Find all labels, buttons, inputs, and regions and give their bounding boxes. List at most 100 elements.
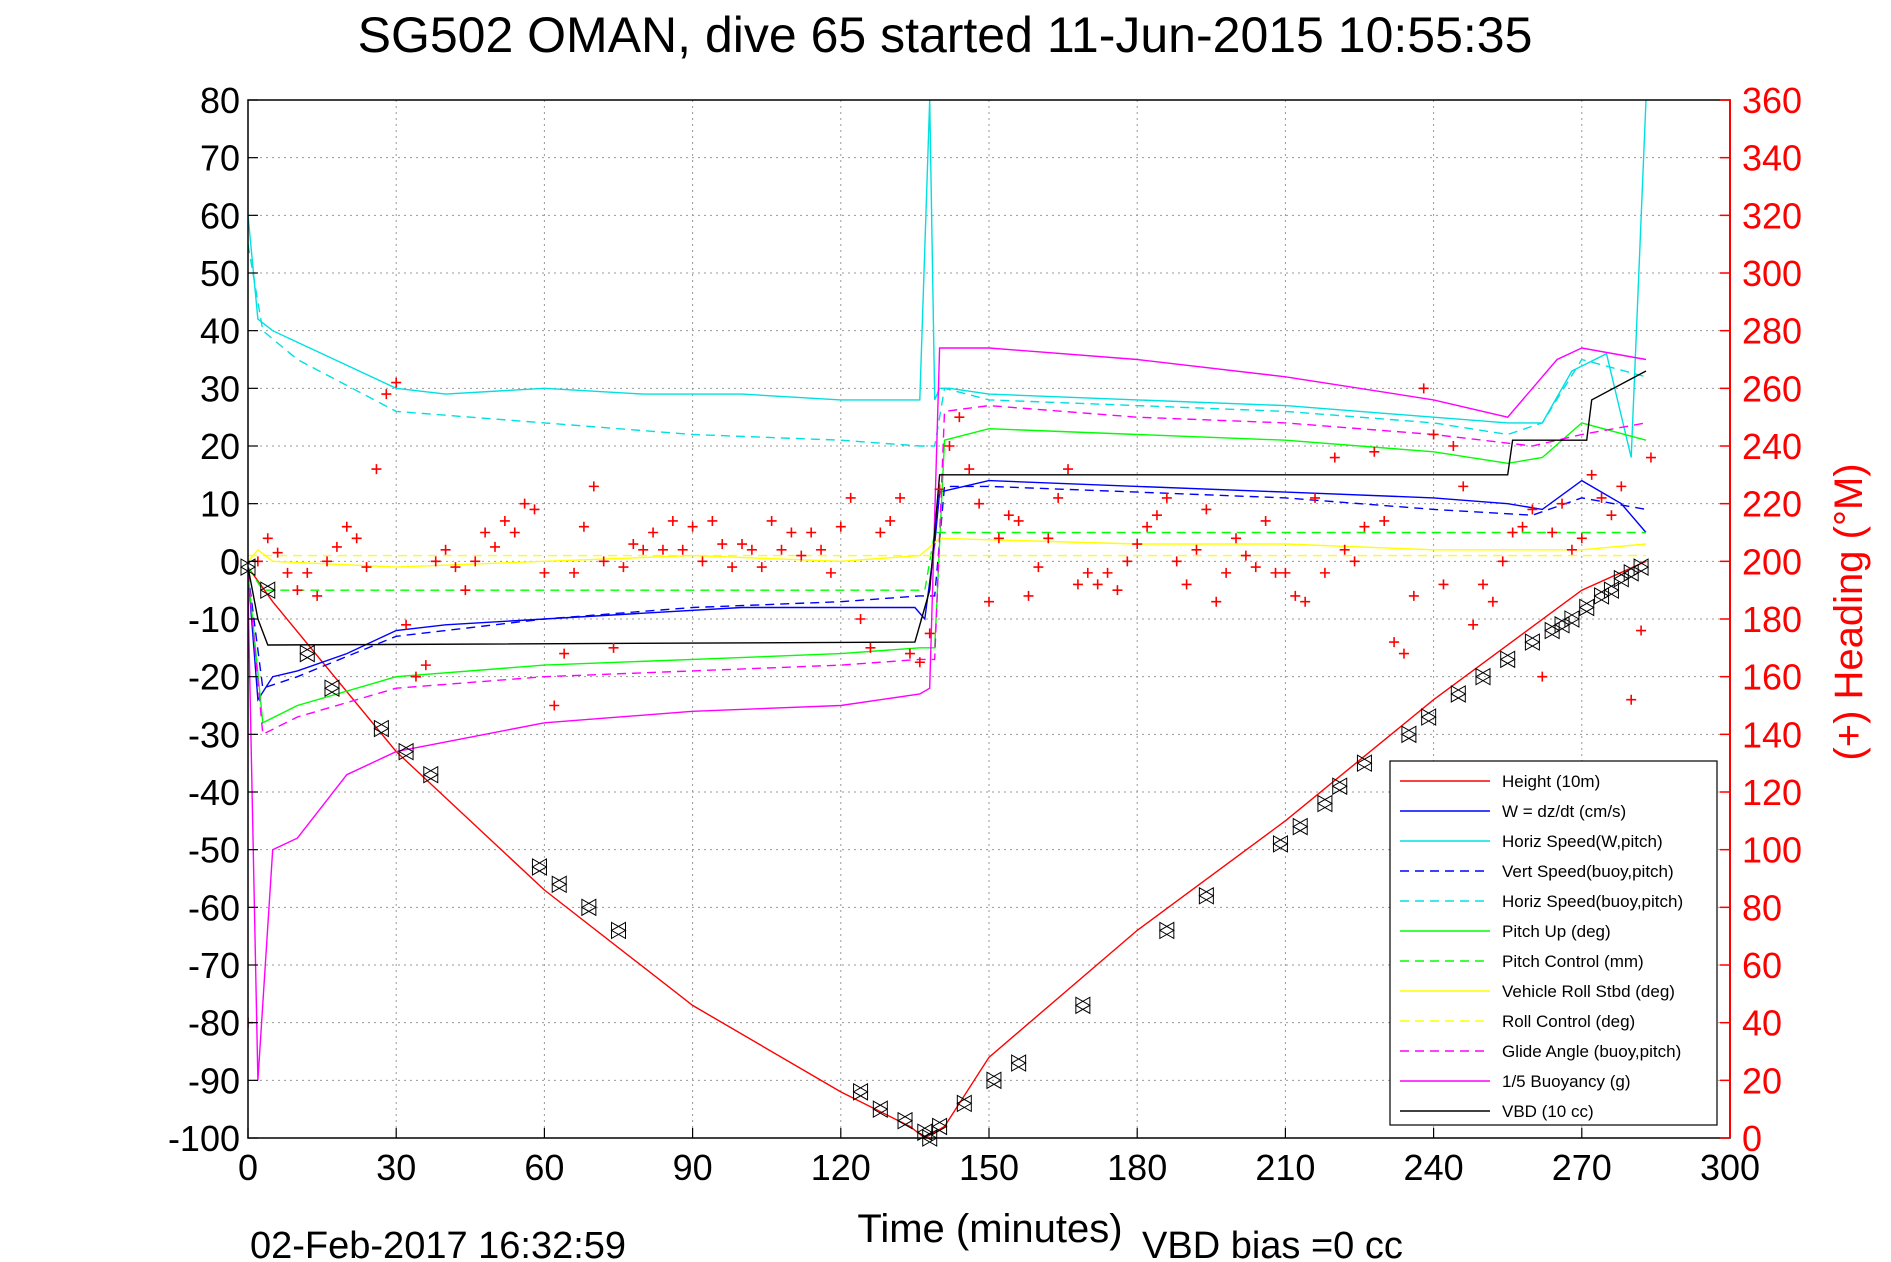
- legend-label: 1/5 Buoyancy (g): [1502, 1072, 1631, 1091]
- depth-marker: [1074, 996, 1091, 1015]
- heading-point: [1072, 579, 1083, 590]
- heading-point: [618, 562, 629, 573]
- legend-label: Horiz Speed(buoy,pitch): [1502, 892, 1683, 911]
- heading-point: [638, 544, 649, 555]
- heading-point: [766, 515, 777, 526]
- series-line-5: [248, 422, 1647, 724]
- heading-point: [1369, 446, 1380, 457]
- heading-point: [1537, 671, 1548, 682]
- depth-marker: [1316, 794, 1333, 813]
- heading-point: [974, 498, 985, 509]
- heading-point: [1201, 504, 1212, 515]
- depth-marker: [931, 1117, 948, 1136]
- heading-point: [1122, 556, 1133, 567]
- y-tick-label: -90: [188, 1060, 240, 1101]
- y-tick-label: 60: [200, 195, 240, 236]
- heading-point: [529, 504, 540, 515]
- heading-point: [539, 567, 550, 578]
- depth-marker: [1292, 817, 1309, 836]
- depth-marker: [872, 1100, 889, 1119]
- heading-point: [549, 700, 560, 711]
- heading-point: [875, 527, 886, 538]
- heading-point: [1408, 590, 1419, 601]
- heading-point: [1132, 539, 1143, 550]
- heading-point: [351, 533, 362, 544]
- heading-point: [1576, 533, 1587, 544]
- heading-point: [598, 556, 609, 567]
- heading-point: [776, 544, 787, 555]
- heading-point: [914, 657, 925, 668]
- depth-marker: [373, 719, 390, 738]
- heading-point: [569, 567, 580, 578]
- heading-point: [806, 527, 817, 538]
- y-tick-label: 80: [200, 80, 240, 121]
- heading-point: [816, 544, 827, 555]
- heading-layer: [248, 377, 1656, 1028]
- heading-point: [845, 492, 856, 503]
- heading-point: [756, 562, 767, 573]
- heading-point: [993, 533, 1004, 544]
- vbd-bias-label: VBD bias =0 cc: [1142, 1225, 1403, 1262]
- right-tick-label: 320: [1742, 195, 1802, 236]
- heading-point: [1596, 492, 1607, 503]
- heading-point: [1013, 515, 1024, 526]
- x-tick-label: 60: [524, 1147, 564, 1188]
- depth-marker: [299, 644, 316, 663]
- depth-marker: [580, 898, 597, 917]
- depth-marker: [985, 1071, 1002, 1090]
- y-tick-label: 70: [200, 138, 240, 179]
- depth-marker: [610, 921, 627, 940]
- heading-point: [470, 556, 481, 567]
- heading-point: [1240, 550, 1251, 561]
- heading-point: [499, 515, 510, 526]
- depth-marker: [1010, 1054, 1027, 1072]
- heading-point: [322, 556, 333, 567]
- legend-label: Roll Control (deg): [1502, 1012, 1635, 1031]
- heading-point: [1290, 590, 1301, 601]
- x-tick-label: 150: [959, 1147, 1019, 1188]
- legend-label: Height (10m): [1502, 772, 1600, 791]
- right-tick-label: 180: [1742, 599, 1802, 640]
- right-tick-label: 360: [1742, 80, 1802, 121]
- depth-marker: [398, 742, 415, 761]
- heading-point: [1161, 492, 1172, 503]
- depth-marker: [852, 1083, 869, 1101]
- heading-point: [559, 648, 570, 659]
- x-tick-label: 30: [376, 1147, 416, 1188]
- x-tick-label: 300: [1700, 1147, 1760, 1188]
- depth-marker: [1198, 886, 1215, 905]
- heading-point: [1211, 596, 1222, 607]
- y-tick-label: -40: [188, 772, 240, 813]
- heading-point: [1448, 441, 1459, 451]
- heading-point: [1191, 544, 1202, 555]
- heading-point: [1151, 510, 1162, 521]
- heading-point: [509, 527, 520, 538]
- y-tick-label: -60: [188, 887, 240, 928]
- right-tick-label: 20: [1742, 1060, 1782, 1101]
- heading-point: [1270, 567, 1281, 578]
- heading-point: [588, 481, 599, 492]
- heading-point: [1586, 469, 1597, 480]
- heading-point: [855, 614, 866, 624]
- heading-point: [1300, 596, 1311, 607]
- depth-marker: [1158, 921, 1175, 940]
- right-tick-label: 260: [1742, 368, 1802, 409]
- heading-point: [885, 515, 896, 526]
- heading-point: [1398, 648, 1409, 659]
- right-tick-label: 220: [1742, 484, 1802, 525]
- y-tick-label: -100: [168, 1118, 240, 1159]
- legend-label: Vehicle Roll Stbd (deg): [1502, 982, 1675, 1001]
- heading-point: [1478, 579, 1488, 590]
- series-line-11: [248, 370, 1647, 646]
- series-line-2: [248, 100, 1647, 458]
- heading-point: [608, 642, 619, 653]
- series-line-4: [248, 244, 1647, 447]
- heading-point: [1280, 567, 1291, 578]
- depth-marker: [1420, 708, 1437, 726]
- right-tick-label: 80: [1742, 887, 1782, 928]
- heading-point: [1082, 567, 1093, 578]
- series-line-0: [248, 560, 1647, 1138]
- heading-point: [657, 544, 668, 555]
- heading-point: [519, 498, 530, 509]
- series-line-10: [248, 347, 1647, 1081]
